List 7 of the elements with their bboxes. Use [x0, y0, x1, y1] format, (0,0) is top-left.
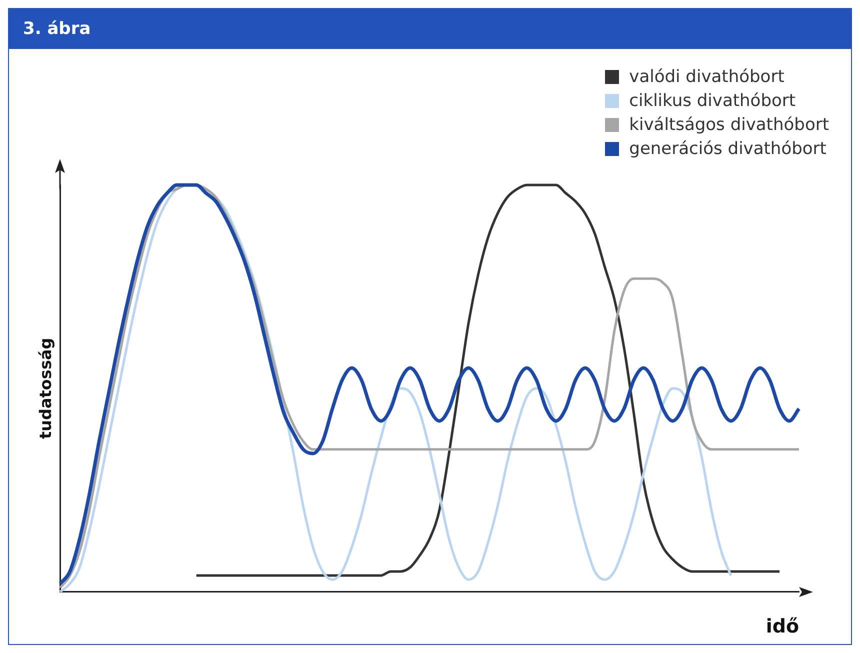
y-axis-title: tudatosság — [36, 338, 55, 440]
legend-label: valódi divathóbort — [629, 67, 784, 87]
legend-label: ciklikus divathóbort — [629, 91, 796, 111]
legend-label: kiváltságos divathóbort — [629, 115, 829, 135]
chart-title: 3. ábra — [9, 9, 851, 49]
legend-label: generációs divathóbort — [629, 139, 826, 159]
x-axis-title: idő — [766, 616, 799, 638]
